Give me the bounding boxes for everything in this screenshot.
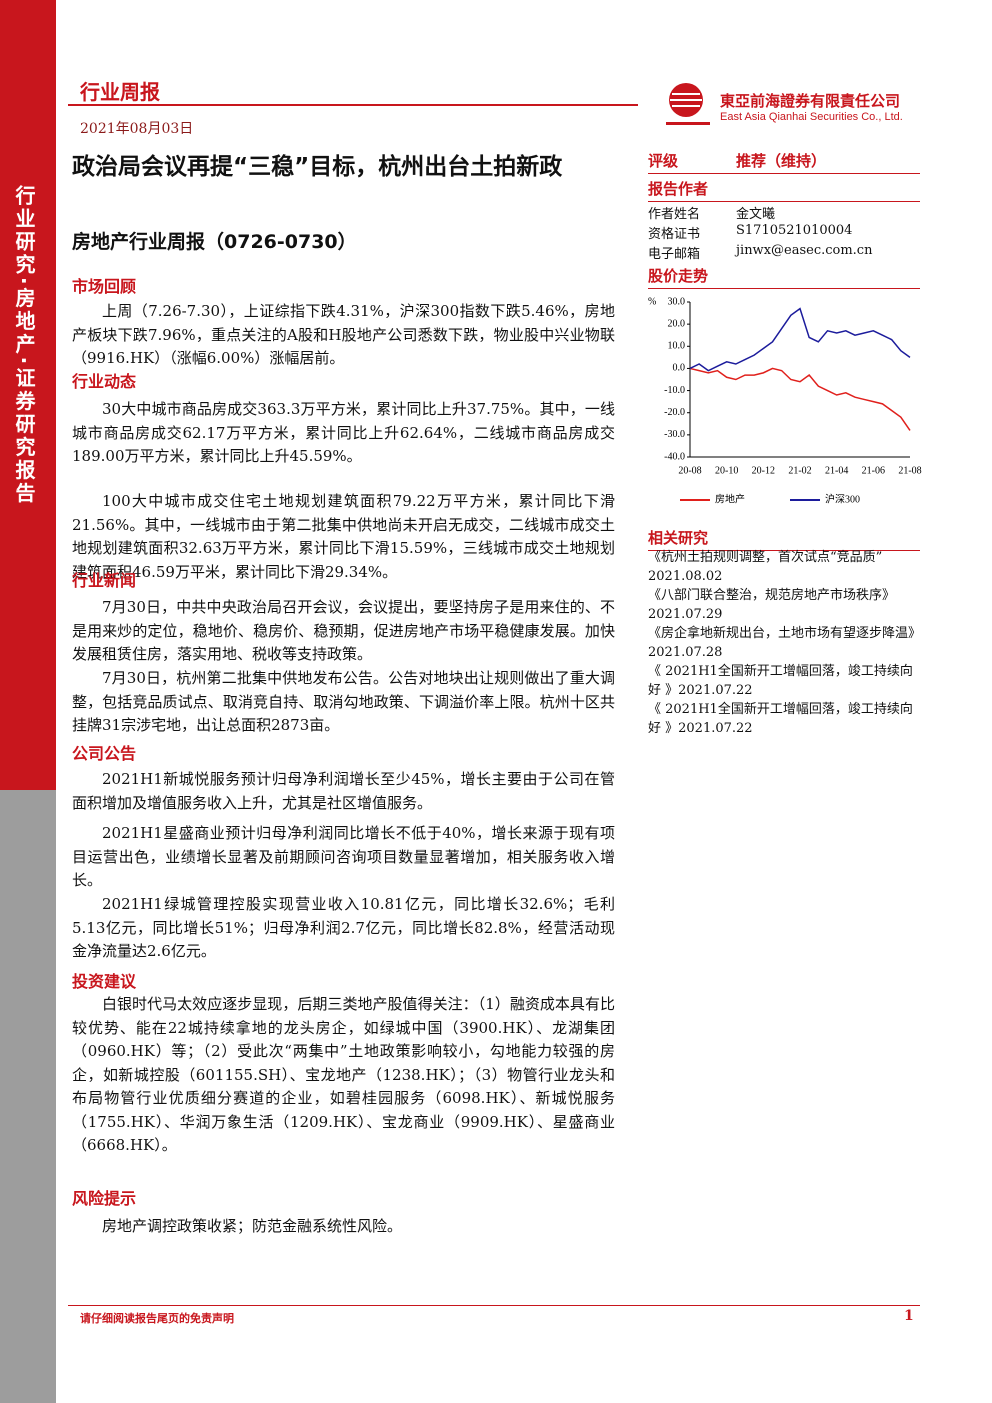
related-item: 《房企拿地新规出台，土地市场有望逐步降温》 2021.07.28 bbox=[648, 624, 922, 662]
paragraph: 上周（7.26-7.30），上证综指下跌4.31%，沪深300指数下跌5.46%… bbox=[72, 302, 615, 367]
related-list: 《杭州土拍规则调整，首次试点“竞品质” 2021.08.02 《八部门联合整治，规范… bbox=[648, 548, 922, 738]
section-heading: 行业动态 bbox=[72, 372, 137, 391]
section-heading: 公司公告 bbox=[72, 744, 137, 763]
related-title: 《 2021H1全国新开工增幅回落，竣工持续向好 》 bbox=[648, 664, 913, 698]
logo bbox=[666, 83, 710, 125]
rating-value: 推荐（维持） bbox=[736, 152, 827, 170]
paragraph: 7月30日，中共中央政治局召开会议，会议提出，要坚持房子是用来住的、不是用来炒的… bbox=[72, 598, 615, 663]
logo-stripes bbox=[670, 93, 702, 107]
x-tick-label: 20-12 bbox=[752, 465, 775, 476]
chart-heading: 股价走势 bbox=[648, 265, 920, 289]
rating-label: 评级 bbox=[648, 152, 679, 170]
x-tick-label: 21-02 bbox=[788, 465, 811, 476]
subtitle: 房地产行业周报（0726-0730） bbox=[72, 231, 357, 253]
related-date: 2021.08.02 bbox=[648, 569, 723, 584]
related-item: 《 2021H1全国新开工增幅回落，竣工持续向好 》2021.07.22 bbox=[648, 662, 920, 700]
x-tick-label: 21-06 bbox=[862, 465, 885, 476]
page-number: 1 bbox=[904, 1308, 914, 1324]
x-tick-label: 20-10 bbox=[715, 465, 738, 476]
paragraph: 2021H1新城悦服务预计归母净利润增长至少45%，增长主要由于公司在管面积增加… bbox=[72, 770, 615, 812]
related-title: 《房企拿地新规出台，土地市场有望逐步降温》 bbox=[648, 626, 922, 641]
paragraph: 白银时代马太效应逐步显现，后期三类地产股值得关注：（1）融资成本具有比较优势、能… bbox=[72, 995, 615, 1154]
legend-label: 沪深300 bbox=[825, 492, 860, 505]
authors-heading: 报告作者 bbox=[648, 178, 920, 202]
section-heading: 行业新闻 bbox=[72, 571, 137, 590]
y-tick-label: -40.0 bbox=[664, 451, 685, 462]
section-heading: 市场回顾 bbox=[72, 277, 137, 296]
series-line bbox=[689, 367, 911, 431]
author-label: 资格证书 bbox=[648, 227, 701, 242]
rule bbox=[68, 104, 638, 106]
related-date: 2021.07.28 bbox=[648, 645, 723, 660]
author-value: jinwx@easec.com.cn bbox=[736, 243, 873, 258]
y-tick-label: 0.0 bbox=[673, 363, 686, 374]
section-heading: 风险提示 bbox=[72, 1189, 137, 1208]
y-tick-label: 10.0 bbox=[668, 341, 686, 352]
related-item: 《 2021H1全国新开工增幅回落，竣工持续向好 》2021.07.22 bbox=[648, 700, 920, 738]
rating-row: 评级 推荐（维持） bbox=[648, 150, 920, 174]
paragraph: 30大中城市商品房成交363.3万平方米，累计同比上升37.75%。其中，一线城… bbox=[72, 400, 615, 465]
footer-rule bbox=[68, 1305, 920, 1306]
logo-bar bbox=[666, 122, 710, 125]
series-line bbox=[689, 307, 911, 372]
paragraph: 房地产调控政策收紧；防范金融系统性风险。 bbox=[102, 1217, 403, 1235]
x-tick-label: 20-08 bbox=[678, 465, 701, 476]
x-tick-label: 21-08 bbox=[898, 465, 921, 476]
y-tick-label: -10.0 bbox=[664, 385, 685, 396]
author-label: 电子邮箱 bbox=[648, 247, 701, 262]
y-tick-label: 30.0 bbox=[668, 296, 686, 307]
paragraph: 7月30日，杭州第二批集中供地发布公告。公告对地块出让规则做出了重大调整，包括竞… bbox=[72, 669, 615, 734]
section-heading: 投资建议 bbox=[72, 972, 137, 991]
related-heading: 相关研究 bbox=[648, 527, 920, 551]
related-date: 2021.07.29 bbox=[648, 607, 723, 622]
related-item: 《杭州土拍规则调整，首次试点“竞品质” 2021.08.02 bbox=[648, 548, 920, 586]
legend-label: 房地产 bbox=[715, 492, 745, 505]
paragraph: 2021H1绿城管理控股实现营业收入10.81亿元，同比增长32.6%；毛利5.… bbox=[72, 895, 615, 960]
y-tick-label: -20.0 bbox=[664, 407, 685, 418]
author-value: S1710521010004 bbox=[736, 223, 853, 238]
related-date: 2021.07.22 bbox=[678, 721, 753, 736]
related-title: 《 2021H1全国新开工增幅回落，竣工持续向好 》 bbox=[648, 702, 913, 736]
x-tick-label: 21-04 bbox=[825, 465, 848, 476]
y-tick-label: 20.0 bbox=[668, 318, 686, 329]
sidebar bbox=[0, 0, 56, 790]
author-label: 作者姓名 bbox=[648, 207, 701, 222]
report-type: 行业周报 bbox=[80, 80, 160, 104]
sidebar-text: 行业研究·房地产·证券研究报告 bbox=[12, 185, 36, 506]
title: 政治局会议再提“三稳”目标，杭州出台土拍新政 bbox=[72, 154, 563, 180]
sidebar-lower bbox=[0, 790, 56, 1403]
chart: % 30.0 20.0 10.0 0.0 -10.0 -20.0 -30.0 -40.0 20-0… bbox=[648, 296, 922, 505]
y-axis-unit: % bbox=[648, 296, 656, 307]
company-name-en: East Asia Qianhai Securities Co., Ltd. bbox=[720, 111, 903, 123]
company-name: 東亞前海證券有限責任公司 bbox=[720, 92, 901, 110]
author-value: 金文曦 bbox=[736, 207, 776, 222]
related-title: 《杭州土拍规则调整，首次试点“竞品质” bbox=[648, 550, 883, 565]
related-item: 《八部门联合整治，规范房地产市场秩序》 2021.07.29 bbox=[648, 586, 920, 624]
paragraph: 2021H1星盛商业预计归母净利润同比增长不低于40%，增长来源于现有项目运营出… bbox=[72, 824, 615, 889]
y-tick-label: -30.0 bbox=[664, 429, 685, 440]
related-title: 《八部门联合整治，规范房地产市场秩序》 bbox=[648, 588, 896, 603]
paragraph: 100大中城市成交住宅土地规划建筑面积79.22万平方米，累计同比下滑21.56… bbox=[72, 492, 615, 581]
related-date: 2021.07.22 bbox=[678, 683, 753, 698]
date: 2021年08月03日 bbox=[80, 121, 194, 137]
disclaimer: 请仔细阅读报告尾页的免责声明 bbox=[80, 1312, 234, 1325]
